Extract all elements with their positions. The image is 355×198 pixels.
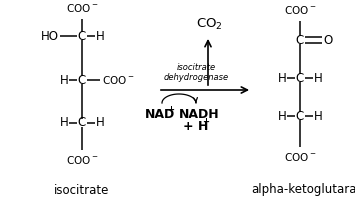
Text: + H: + H [183,121,209,133]
Text: COO$^-$: COO$^-$ [284,4,316,16]
Text: dehydrogenase: dehydrogenase [163,72,229,82]
Text: alpha-ketoglutarate: alpha-ketoglutarate [251,184,355,196]
Text: H: H [60,73,69,87]
Text: COO$^-$: COO$^-$ [284,151,316,163]
Text: HO: HO [41,30,59,43]
Text: +: + [202,117,209,127]
Text: C: C [78,116,86,129]
Text: C: C [78,30,86,43]
Text: +: + [168,105,175,113]
Text: NAD: NAD [145,108,175,121]
Text: COO$^-$: COO$^-$ [66,154,98,166]
Text: O: O [323,33,333,47]
Text: C: C [296,33,304,47]
Text: H: H [313,71,322,85]
Text: NADH: NADH [179,108,219,121]
Text: H: H [278,109,286,123]
Text: H: H [60,116,69,129]
Text: CO$_2$: CO$_2$ [196,16,222,31]
Text: C: C [78,73,86,87]
Text: H: H [95,30,104,43]
Text: H: H [278,71,286,85]
Text: H: H [313,109,322,123]
Text: H: H [95,116,104,129]
Text: isocitrate: isocitrate [176,63,215,71]
Text: isocitrate: isocitrate [54,184,110,196]
Text: C: C [296,71,304,85]
Text: C: C [296,109,304,123]
Text: COO$^-$: COO$^-$ [102,74,134,86]
Text: COO$^-$: COO$^-$ [66,2,98,14]
